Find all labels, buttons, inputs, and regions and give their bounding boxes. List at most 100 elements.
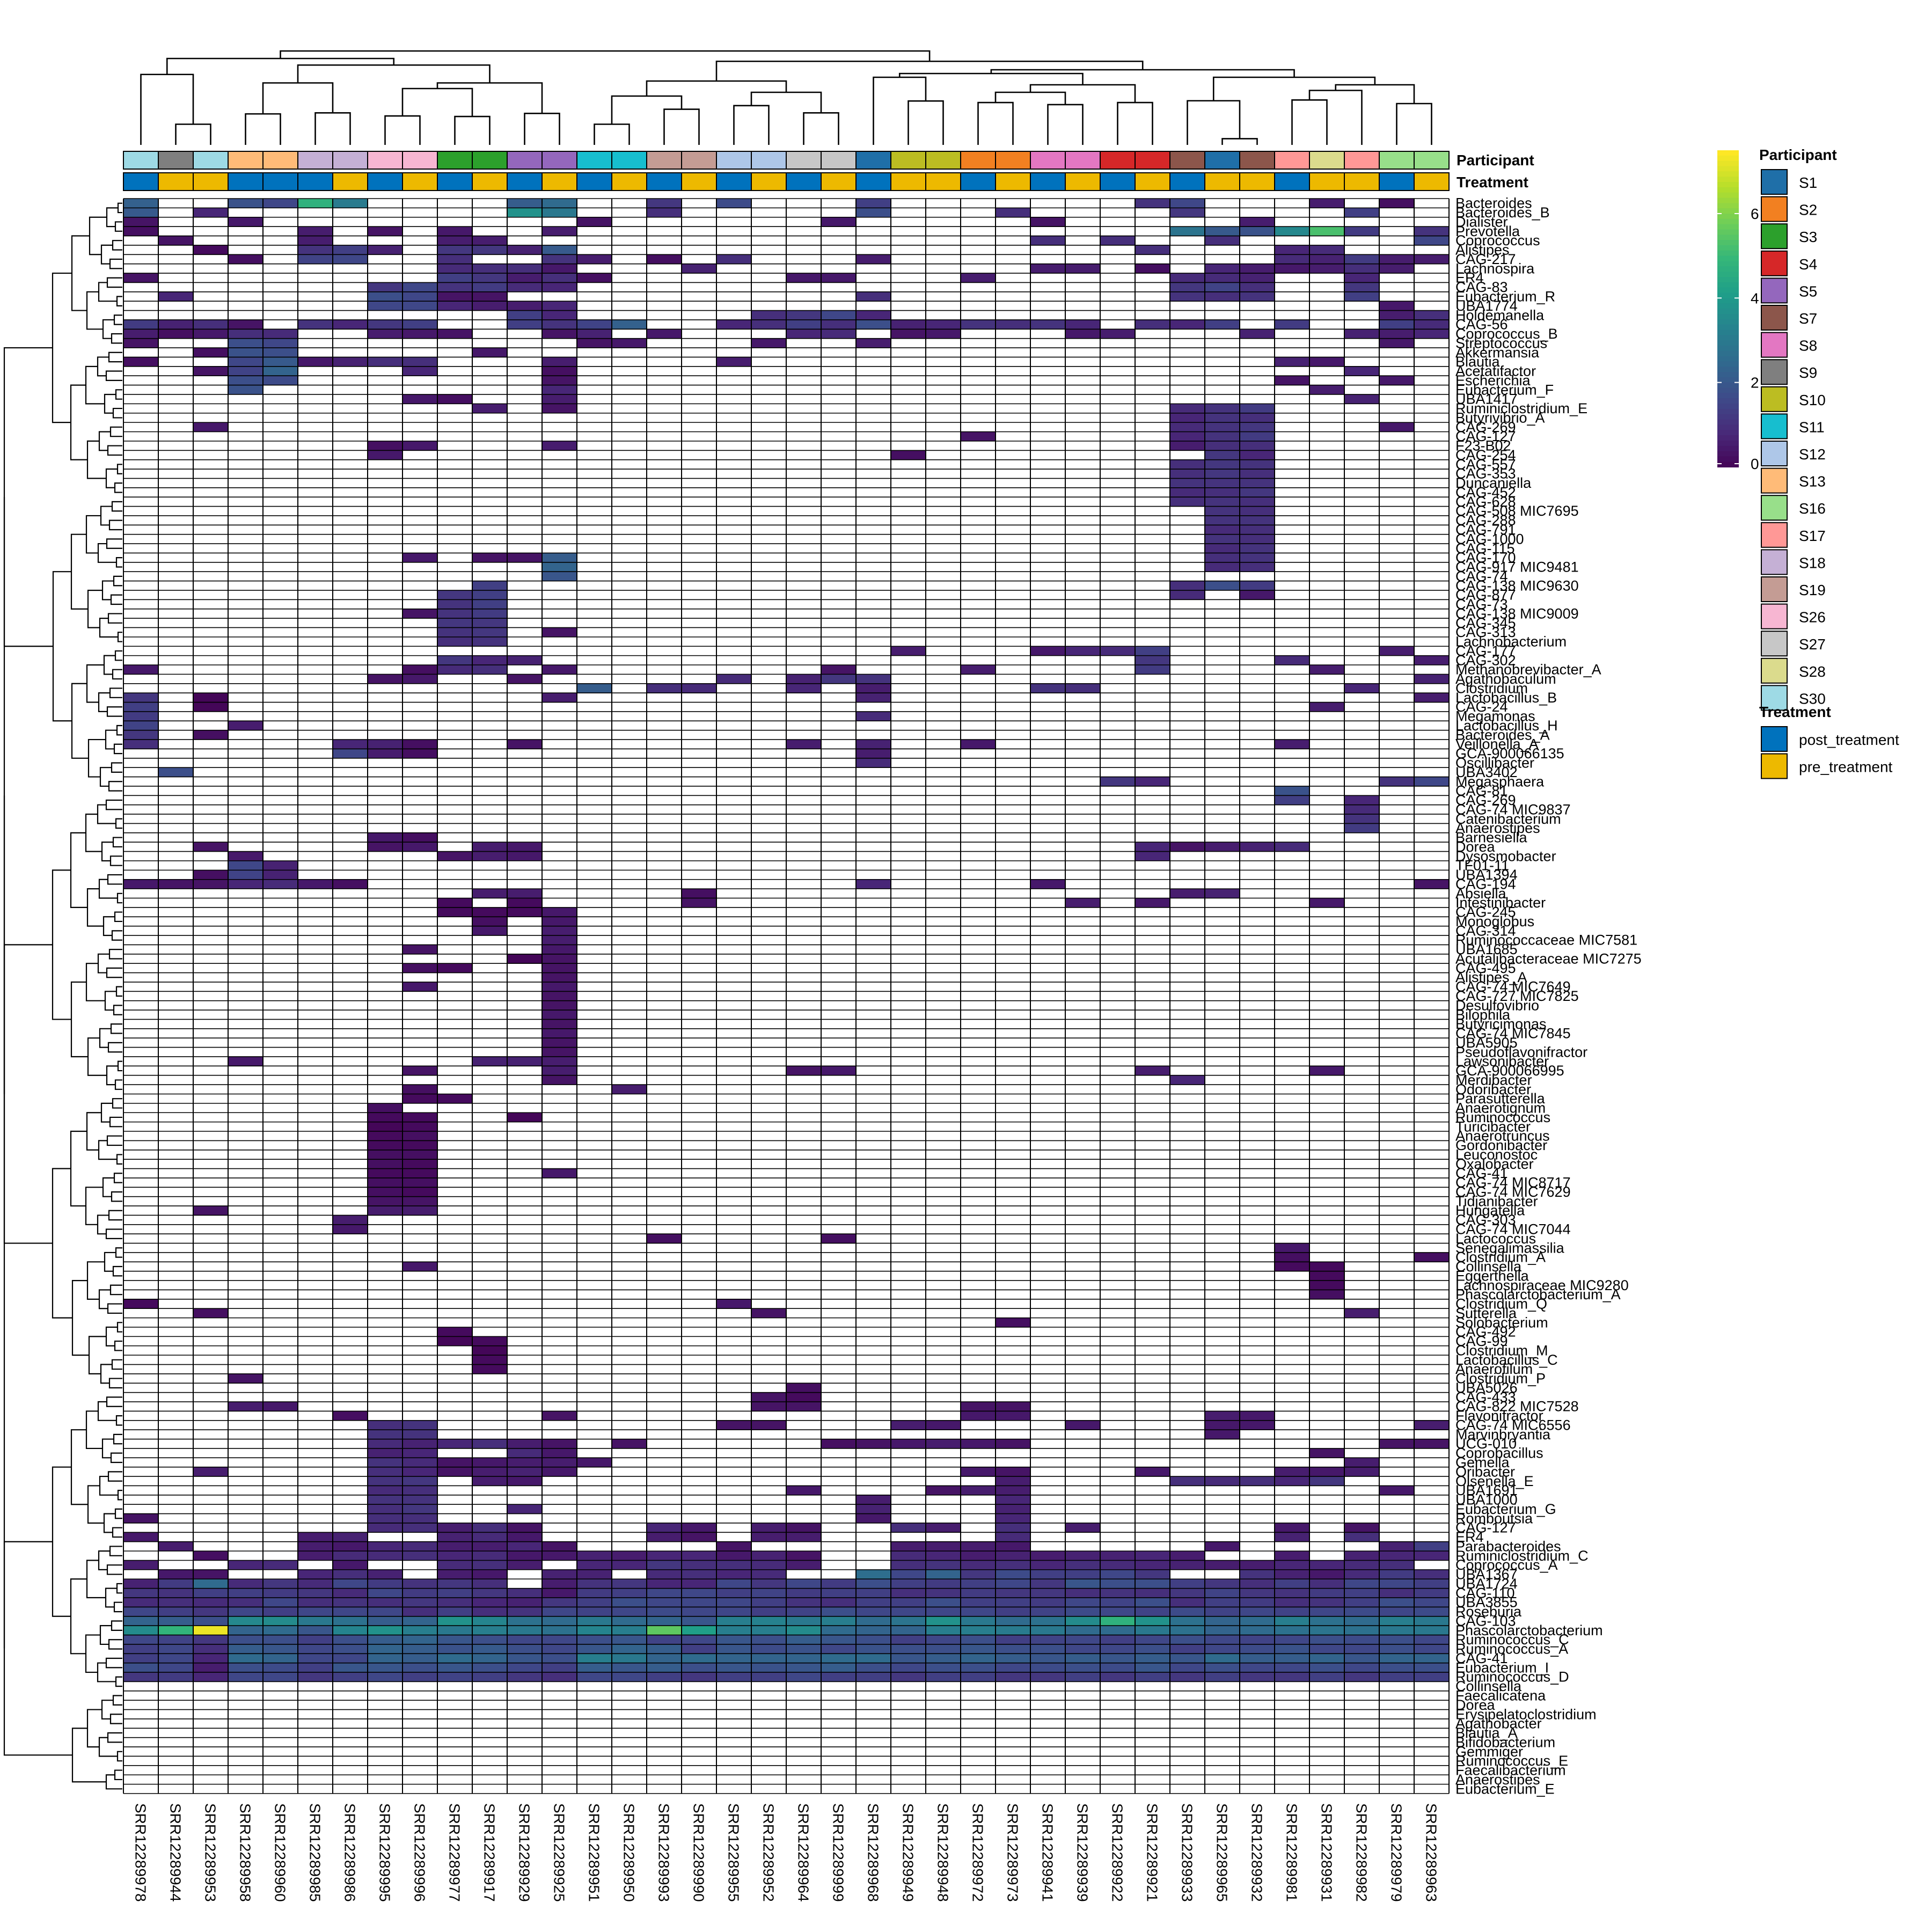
heatmap-cell — [1205, 236, 1240, 245]
heatmap-cell — [123, 1598, 158, 1607]
heatmap-cell — [577, 1588, 612, 1598]
heatmap-cell — [1100, 1635, 1135, 1644]
row-label: CAG-74 MIC9837 — [1455, 801, 1571, 817]
heatmap-cell — [786, 740, 821, 749]
heatmap-cell — [542, 1075, 577, 1085]
row-label: ER4 — [1455, 270, 1484, 286]
heatmap-cell — [228, 199, 263, 208]
heatmap-cell — [263, 860, 298, 870]
heatmap-cell — [472, 1364, 507, 1374]
heatmap-cell — [437, 394, 472, 404]
heatmap-cell — [402, 832, 437, 843]
heatmap-cell — [996, 319, 1030, 330]
heatmap-cell — [577, 273, 612, 283]
heatmap-cell — [1275, 1672, 1309, 1682]
heatmap-cell — [1030, 879, 1065, 889]
heatmap-cell — [1344, 1308, 1379, 1318]
heatmap-cell — [298, 1532, 333, 1542]
heatmap-cell — [507, 1588, 542, 1598]
heatmap-cell — [333, 879, 368, 889]
column-label: SRR12289948 — [935, 1803, 952, 1902]
heatmap-cell — [368, 1569, 402, 1579]
heatmap-cell — [1275, 1588, 1309, 1598]
heatmap-cell — [437, 1672, 472, 1682]
heatmap-cell — [402, 749, 437, 758]
row-label: CAG-508 MIC7695 — [1455, 503, 1579, 519]
column-label: SRR12289999 — [830, 1803, 847, 1902]
heatmap-cell — [926, 1607, 961, 1616]
heatmap-cell — [682, 1560, 716, 1570]
row-label: CAG-127 — [1455, 428, 1516, 444]
heatmap-cell — [333, 1551, 368, 1561]
participant-legend-swatch — [1761, 332, 1788, 358]
row-label: UBA3402 — [1455, 764, 1518, 780]
heatmap-cell — [472, 599, 507, 609]
heatmap-cell — [1170, 487, 1205, 497]
participant-cell — [1204, 151, 1240, 170]
row-label: Dorea — [1455, 1697, 1496, 1713]
heatmap-cell — [123, 1560, 158, 1570]
heatmap-cell — [437, 1560, 472, 1570]
heatmap-cell — [298, 1551, 333, 1561]
heatmap-cell — [1344, 366, 1379, 376]
heatmap-cell — [1065, 1420, 1100, 1430]
column-label: SRR12289993 — [656, 1803, 672, 1902]
heatmap-cell — [1414, 674, 1449, 684]
heatmap-cell — [996, 1318, 1030, 1327]
heatmap-cell — [1309, 1579, 1344, 1589]
colorbar-tick-label: 2 — [1751, 375, 1759, 391]
heatmap-cell — [577, 254, 612, 264]
heatmap-cell — [507, 1541, 542, 1552]
treatment-cell — [367, 172, 403, 191]
heatmap-cell — [402, 1523, 437, 1533]
heatmap-cell — [402, 1187, 437, 1197]
heatmap-cell — [402, 945, 437, 954]
heatmap-cell — [1135, 1607, 1170, 1616]
treatment-cell — [890, 172, 926, 191]
row-label: Hungatella — [1455, 1203, 1525, 1219]
heatmap-cell — [786, 1672, 821, 1682]
heatmap-cell — [1065, 329, 1100, 339]
heatmap-cell — [821, 1672, 856, 1682]
row-label: CAG-74 MIC7044 — [1455, 1221, 1571, 1238]
participant-cell — [437, 151, 473, 170]
heatmap-cell — [368, 357, 402, 367]
heatmap-cell — [856, 199, 891, 208]
heatmap-cell — [158, 1626, 193, 1635]
heatmap-cell — [368, 1159, 402, 1169]
heatmap-cell — [542, 366, 577, 376]
colorbar-segment — [1717, 197, 1739, 204]
row-label: Intestinibacter — [1455, 895, 1546, 911]
heatmap-cell — [472, 1523, 507, 1533]
heatmap-cell — [612, 1672, 647, 1682]
heatmap-cell — [1205, 1560, 1240, 1570]
heatmap-cell — [1205, 264, 1240, 274]
heatmap-cell — [402, 1626, 437, 1635]
heatmap-cell — [368, 1113, 402, 1122]
heatmap-cell — [228, 1663, 263, 1673]
heatmap-cell — [821, 1626, 856, 1635]
heatmap-cell — [647, 1588, 682, 1598]
treatment-cell — [1239, 172, 1275, 191]
heatmap-cell — [1275, 786, 1309, 796]
heatmap-cell — [298, 1626, 333, 1635]
heatmap-cell — [228, 1588, 263, 1598]
row-label: Erysipelatoclostridium — [1455, 1706, 1597, 1722]
heatmap-cell — [1379, 1607, 1414, 1616]
treatment-cell — [437, 172, 473, 191]
column-label: SRR12289949 — [900, 1803, 917, 1902]
heatmap-cell — [472, 553, 507, 562]
heatmap-cell — [1240, 1616, 1275, 1626]
row-label: Megasphaera — [1455, 773, 1545, 789]
colorbar-segment — [1717, 303, 1739, 309]
heatmap-cell — [333, 1532, 368, 1542]
heatmap-cell — [1170, 1476, 1205, 1486]
heatmap-cell — [298, 1598, 333, 1607]
heatmap-cell — [751, 338, 786, 348]
row-label: Eubacterium_I — [1455, 1659, 1549, 1675]
treatment-cell — [1135, 172, 1170, 191]
heatmap-cell — [228, 1056, 263, 1066]
treatment-cell — [751, 172, 787, 191]
heatmap-cell — [891, 1579, 926, 1589]
dendrogram-branch — [1047, 104, 1084, 145]
